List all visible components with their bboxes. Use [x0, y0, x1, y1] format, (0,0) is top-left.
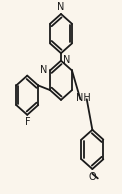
Text: NH: NH [76, 93, 91, 103]
Text: O: O [89, 172, 96, 182]
Text: N: N [57, 2, 65, 12]
Text: N: N [63, 55, 71, 65]
Text: N: N [41, 65, 48, 74]
Text: F: F [25, 118, 31, 127]
